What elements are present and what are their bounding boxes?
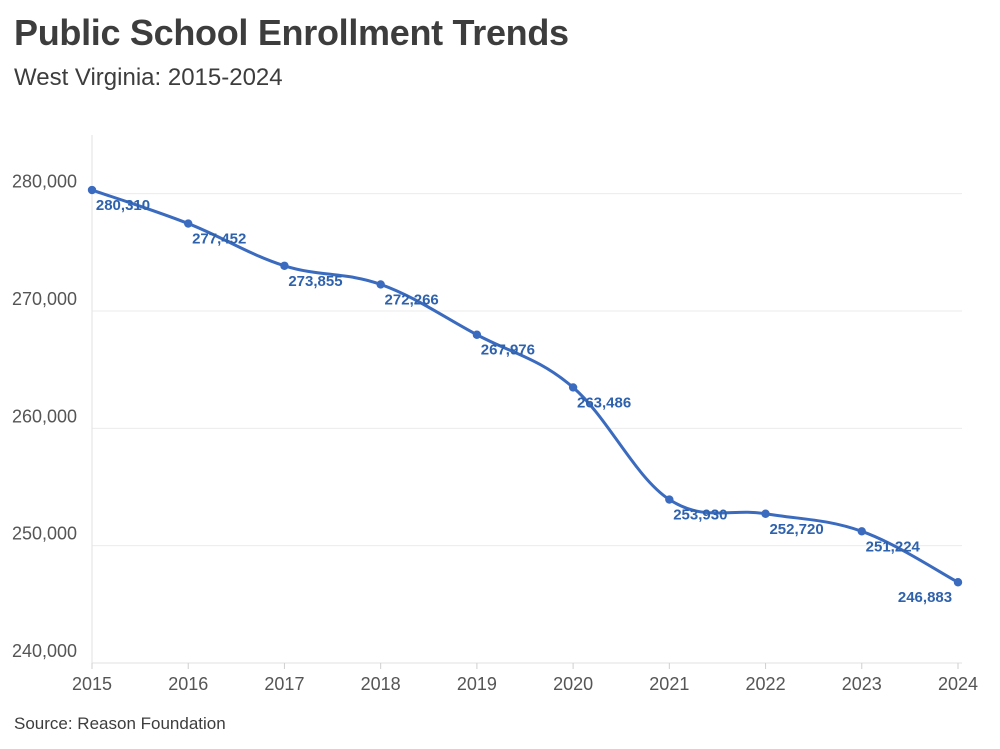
- y-tick-label: 260,000: [12, 406, 77, 426]
- y-tick-label: 240,000: [12, 641, 77, 661]
- y-tick-label: 270,000: [12, 289, 77, 309]
- data-labels: 280,310 277,452 273,855 272,266 267,976 263,4…: [96, 197, 952, 606]
- x-tick-label: 2019: [457, 674, 497, 694]
- data-point: [472, 330, 482, 339]
- data-label: 277,452: [192, 231, 246, 248]
- data-label: 251,224: [866, 538, 921, 555]
- data-point: [184, 219, 193, 228]
- x-tick-label: 2020: [553, 674, 593, 694]
- data-point: [761, 509, 770, 518]
- data-label: 253,930: [673, 507, 727, 524]
- data-label: 280,310: [96, 197, 150, 214]
- data-label: 273,855: [288, 273, 342, 290]
- chart-subtitle: West Virginia: 2015-2024: [14, 64, 283, 91]
- data-point: [953, 578, 963, 587]
- x-tick-label: 2022: [746, 674, 786, 694]
- y-axis: 240,000 250,000 260,000 270,000 280,000: [12, 135, 93, 663]
- x-axis: 2015 2016 2017 2018 2019 2020 2021 2022 2023 2024: [72, 662, 978, 694]
- enrollment-line: [90, 188, 960, 584]
- data-label: 272,266: [385, 291, 439, 308]
- chart-title: Public School Enrollment Trends: [14, 12, 569, 53]
- series-line: [90, 188, 960, 584]
- data-point: [857, 527, 866, 536]
- x-tick-label: 2024: [938, 674, 978, 694]
- data-point: [87, 185, 97, 195]
- x-tick-label: 2021: [649, 674, 689, 694]
- y-tick-label: 250,000: [12, 524, 77, 544]
- x-tick-label: 2016: [168, 674, 208, 694]
- x-tick-label: 2017: [264, 674, 304, 694]
- data-label: 246,883: [898, 589, 952, 606]
- x-tick-label: 2015: [72, 674, 112, 694]
- x-tick-label: 2018: [361, 674, 401, 694]
- source-note: Source: Reason Foundation: [14, 714, 226, 733]
- data-point: [665, 495, 674, 504]
- data-point: [280, 261, 289, 270]
- gridlines: [92, 193, 962, 547]
- data-point: [376, 280, 385, 289]
- y-tick-label: 280,000: [12, 172, 77, 192]
- data-label: 252,720: [769, 521, 823, 538]
- x-tick-label: 2023: [842, 674, 882, 694]
- data-point: [568, 383, 578, 392]
- data-points: [87, 185, 963, 587]
- data-label: 263,486: [577, 394, 631, 411]
- data-label: 267,976: [481, 342, 535, 359]
